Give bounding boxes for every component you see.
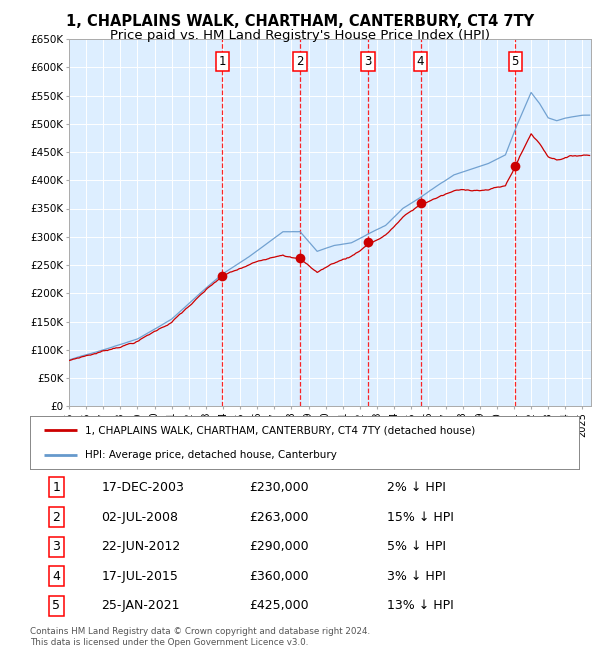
Text: 2: 2 [296, 55, 304, 68]
Text: 1, CHAPLAINS WALK, CHARTHAM, CANTERBURY, CT4 7TY: 1, CHAPLAINS WALK, CHARTHAM, CANTERBURY,… [66, 14, 534, 29]
Text: 5% ↓ HPI: 5% ↓ HPI [387, 540, 446, 553]
Text: 5: 5 [52, 599, 61, 612]
Text: £425,000: £425,000 [250, 599, 309, 612]
Text: £230,000: £230,000 [250, 481, 309, 494]
Text: 3: 3 [364, 55, 371, 68]
Text: £263,000: £263,000 [250, 510, 309, 523]
Text: 15% ↓ HPI: 15% ↓ HPI [387, 510, 454, 523]
Text: 3: 3 [52, 540, 60, 553]
Text: HPI: Average price, detached house, Canterbury: HPI: Average price, detached house, Cant… [85, 450, 337, 460]
Text: 4: 4 [417, 55, 424, 68]
Text: 5: 5 [511, 55, 519, 68]
Text: 13% ↓ HPI: 13% ↓ HPI [387, 599, 454, 612]
Text: Contains HM Land Registry data © Crown copyright and database right 2024.
This d: Contains HM Land Registry data © Crown c… [30, 627, 370, 647]
Text: 17-JUL-2015: 17-JUL-2015 [101, 570, 178, 583]
Text: 2: 2 [52, 510, 60, 523]
Text: 1: 1 [218, 55, 226, 68]
Text: 2% ↓ HPI: 2% ↓ HPI [387, 481, 446, 494]
Text: 22-JUN-2012: 22-JUN-2012 [101, 540, 181, 553]
Text: 1, CHAPLAINS WALK, CHARTHAM, CANTERBURY, CT4 7TY (detached house): 1, CHAPLAINS WALK, CHARTHAM, CANTERBURY,… [85, 425, 475, 436]
Text: 25-JAN-2021: 25-JAN-2021 [101, 599, 180, 612]
Text: 02-JUL-2008: 02-JUL-2008 [101, 510, 178, 523]
Text: 1: 1 [52, 481, 60, 494]
Text: 17-DEC-2003: 17-DEC-2003 [101, 481, 184, 494]
Text: 4: 4 [52, 570, 60, 583]
Text: £290,000: £290,000 [250, 540, 309, 553]
Text: Price paid vs. HM Land Registry's House Price Index (HPI): Price paid vs. HM Land Registry's House … [110, 29, 490, 42]
Text: 3% ↓ HPI: 3% ↓ HPI [387, 570, 446, 583]
Text: £360,000: £360,000 [250, 570, 309, 583]
